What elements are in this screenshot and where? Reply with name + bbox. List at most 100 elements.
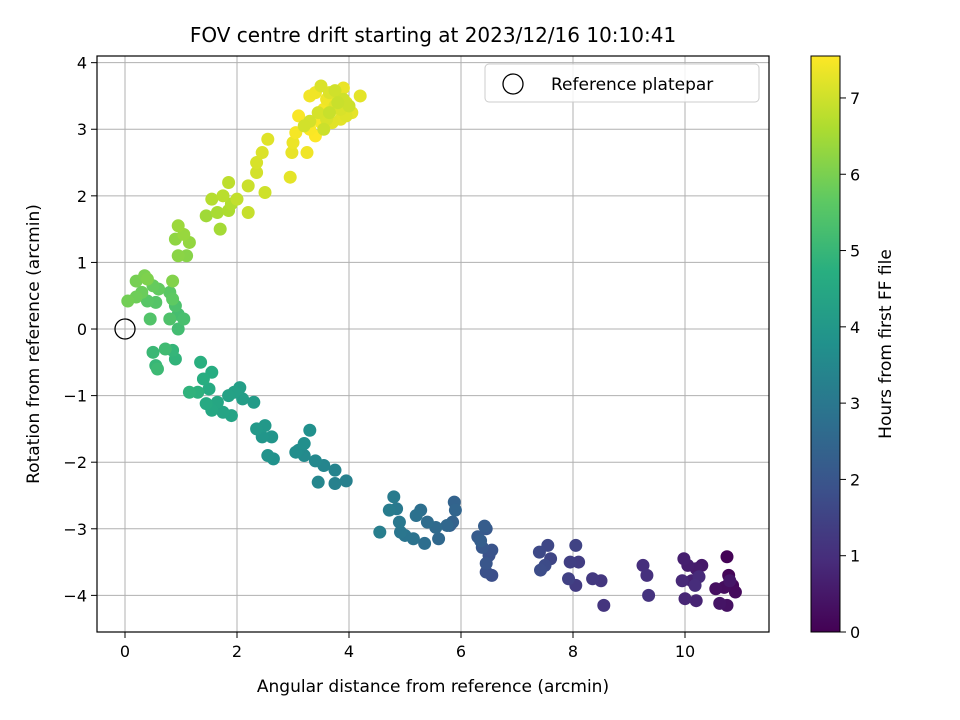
data-point [563, 555, 577, 569]
legend-marker-reference [502, 73, 524, 95]
colorbar-frame [810, 55, 841, 633]
data-point [728, 585, 742, 599]
legend: Reference platepar [484, 63, 760, 103]
data-point [373, 525, 387, 539]
data-point [230, 192, 244, 206]
colorbar-tick-label: 6 [850, 165, 860, 184]
data-point [303, 423, 317, 437]
data-point [222, 389, 236, 403]
colorbar-ticks: 0 1 2 3 4 5 6 7 [840, 89, 860, 642]
x-tick-label: 2 [232, 642, 242, 661]
data-point [247, 395, 261, 409]
data-point [328, 84, 342, 98]
y-axis-ticks: −4 −3 −2 −1 0 1 2 3 4 [63, 54, 97, 605]
colorbar-tick-label: 5 [850, 242, 860, 261]
data-point [597, 598, 611, 612]
y-tick-label: 0 [77, 320, 87, 339]
data-point [342, 99, 356, 113]
colorbar-label: Hours from first FF file [876, 249, 896, 439]
data-point [448, 503, 462, 517]
data-point [196, 372, 210, 386]
data-point [418, 536, 432, 550]
y-tick-label: 4 [77, 54, 87, 73]
data-point [171, 322, 185, 336]
y-tick-label: −3 [63, 520, 87, 539]
data-point [678, 592, 692, 606]
data-point [709, 582, 723, 596]
data-point [300, 146, 314, 160]
chart-title: FOV centre drift starting at 2023/12/16 … [190, 23, 676, 47]
data-point [311, 106, 325, 120]
data-point [387, 490, 401, 504]
data-point [202, 382, 216, 396]
data-point [688, 578, 702, 592]
y-tick-label: −2 [63, 453, 87, 472]
data-point [440, 518, 454, 532]
colorbar-tick-label: 3 [850, 394, 860, 413]
data-point [420, 515, 434, 529]
legend-box [484, 63, 760, 103]
colorbar-tick-label: 7 [850, 89, 860, 108]
data-point [689, 594, 703, 608]
data-point [640, 568, 654, 582]
data-point [292, 109, 306, 123]
data-point [140, 272, 154, 286]
x-axis-label: Angular distance from reference (arcmin) [257, 677, 609, 697]
data-point [636, 558, 650, 572]
data-point [250, 156, 264, 170]
data-point [265, 430, 279, 444]
data-point [478, 519, 492, 533]
data-point [297, 437, 311, 451]
x-tick-label: 6 [456, 642, 466, 661]
data-point [331, 96, 345, 110]
colorbar-gradient [811, 56, 840, 632]
data-point [163, 312, 177, 326]
data-point [382, 503, 396, 517]
data-point [286, 136, 300, 150]
data-point [534, 563, 548, 577]
data-point [258, 186, 272, 200]
x-axis-ticks: 0 2 4 6 8 10 [120, 632, 695, 661]
data-point [322, 106, 336, 120]
data-point [474, 534, 488, 548]
colorbar-tick-label: 2 [850, 470, 860, 489]
data-point [308, 454, 322, 468]
data-point [297, 119, 311, 133]
data-point [250, 422, 264, 436]
data-point [353, 89, 367, 103]
y-axis-label: Rotation from reference (arcmin) [24, 204, 44, 484]
data-point [328, 477, 342, 491]
y-tick-label: 3 [77, 120, 87, 139]
data-point [392, 515, 406, 529]
data-point [675, 574, 689, 588]
data-point [166, 274, 180, 288]
y-tick-label: −1 [63, 387, 87, 406]
data-point [222, 176, 236, 190]
colorbar-tick-label: 1 [850, 547, 860, 566]
data-point [314, 79, 328, 93]
data-point [586, 572, 600, 586]
data-point [166, 292, 180, 306]
data-point [182, 385, 196, 399]
legend-label-reference: Reference platepar [551, 75, 713, 95]
data-point [250, 166, 264, 180]
data-point [479, 556, 493, 570]
x-tick-label: 0 [120, 642, 130, 661]
x-tick-label: 10 [675, 642, 695, 661]
y-tick-label: 1 [77, 253, 87, 272]
data-point [205, 192, 219, 206]
data-point [241, 205, 255, 219]
data-point [311, 475, 325, 489]
data-point [532, 545, 546, 559]
x-tick-label: 8 [568, 642, 578, 661]
data-point [283, 170, 297, 184]
x-tick-label: 4 [344, 642, 354, 661]
data-point [713, 596, 727, 610]
data-point [171, 219, 185, 233]
data-point [339, 474, 353, 488]
data-point [213, 222, 227, 236]
colorbar-tick-label: 0 [850, 623, 860, 642]
data-point [317, 122, 331, 136]
reference-marker-group [114, 318, 136, 340]
